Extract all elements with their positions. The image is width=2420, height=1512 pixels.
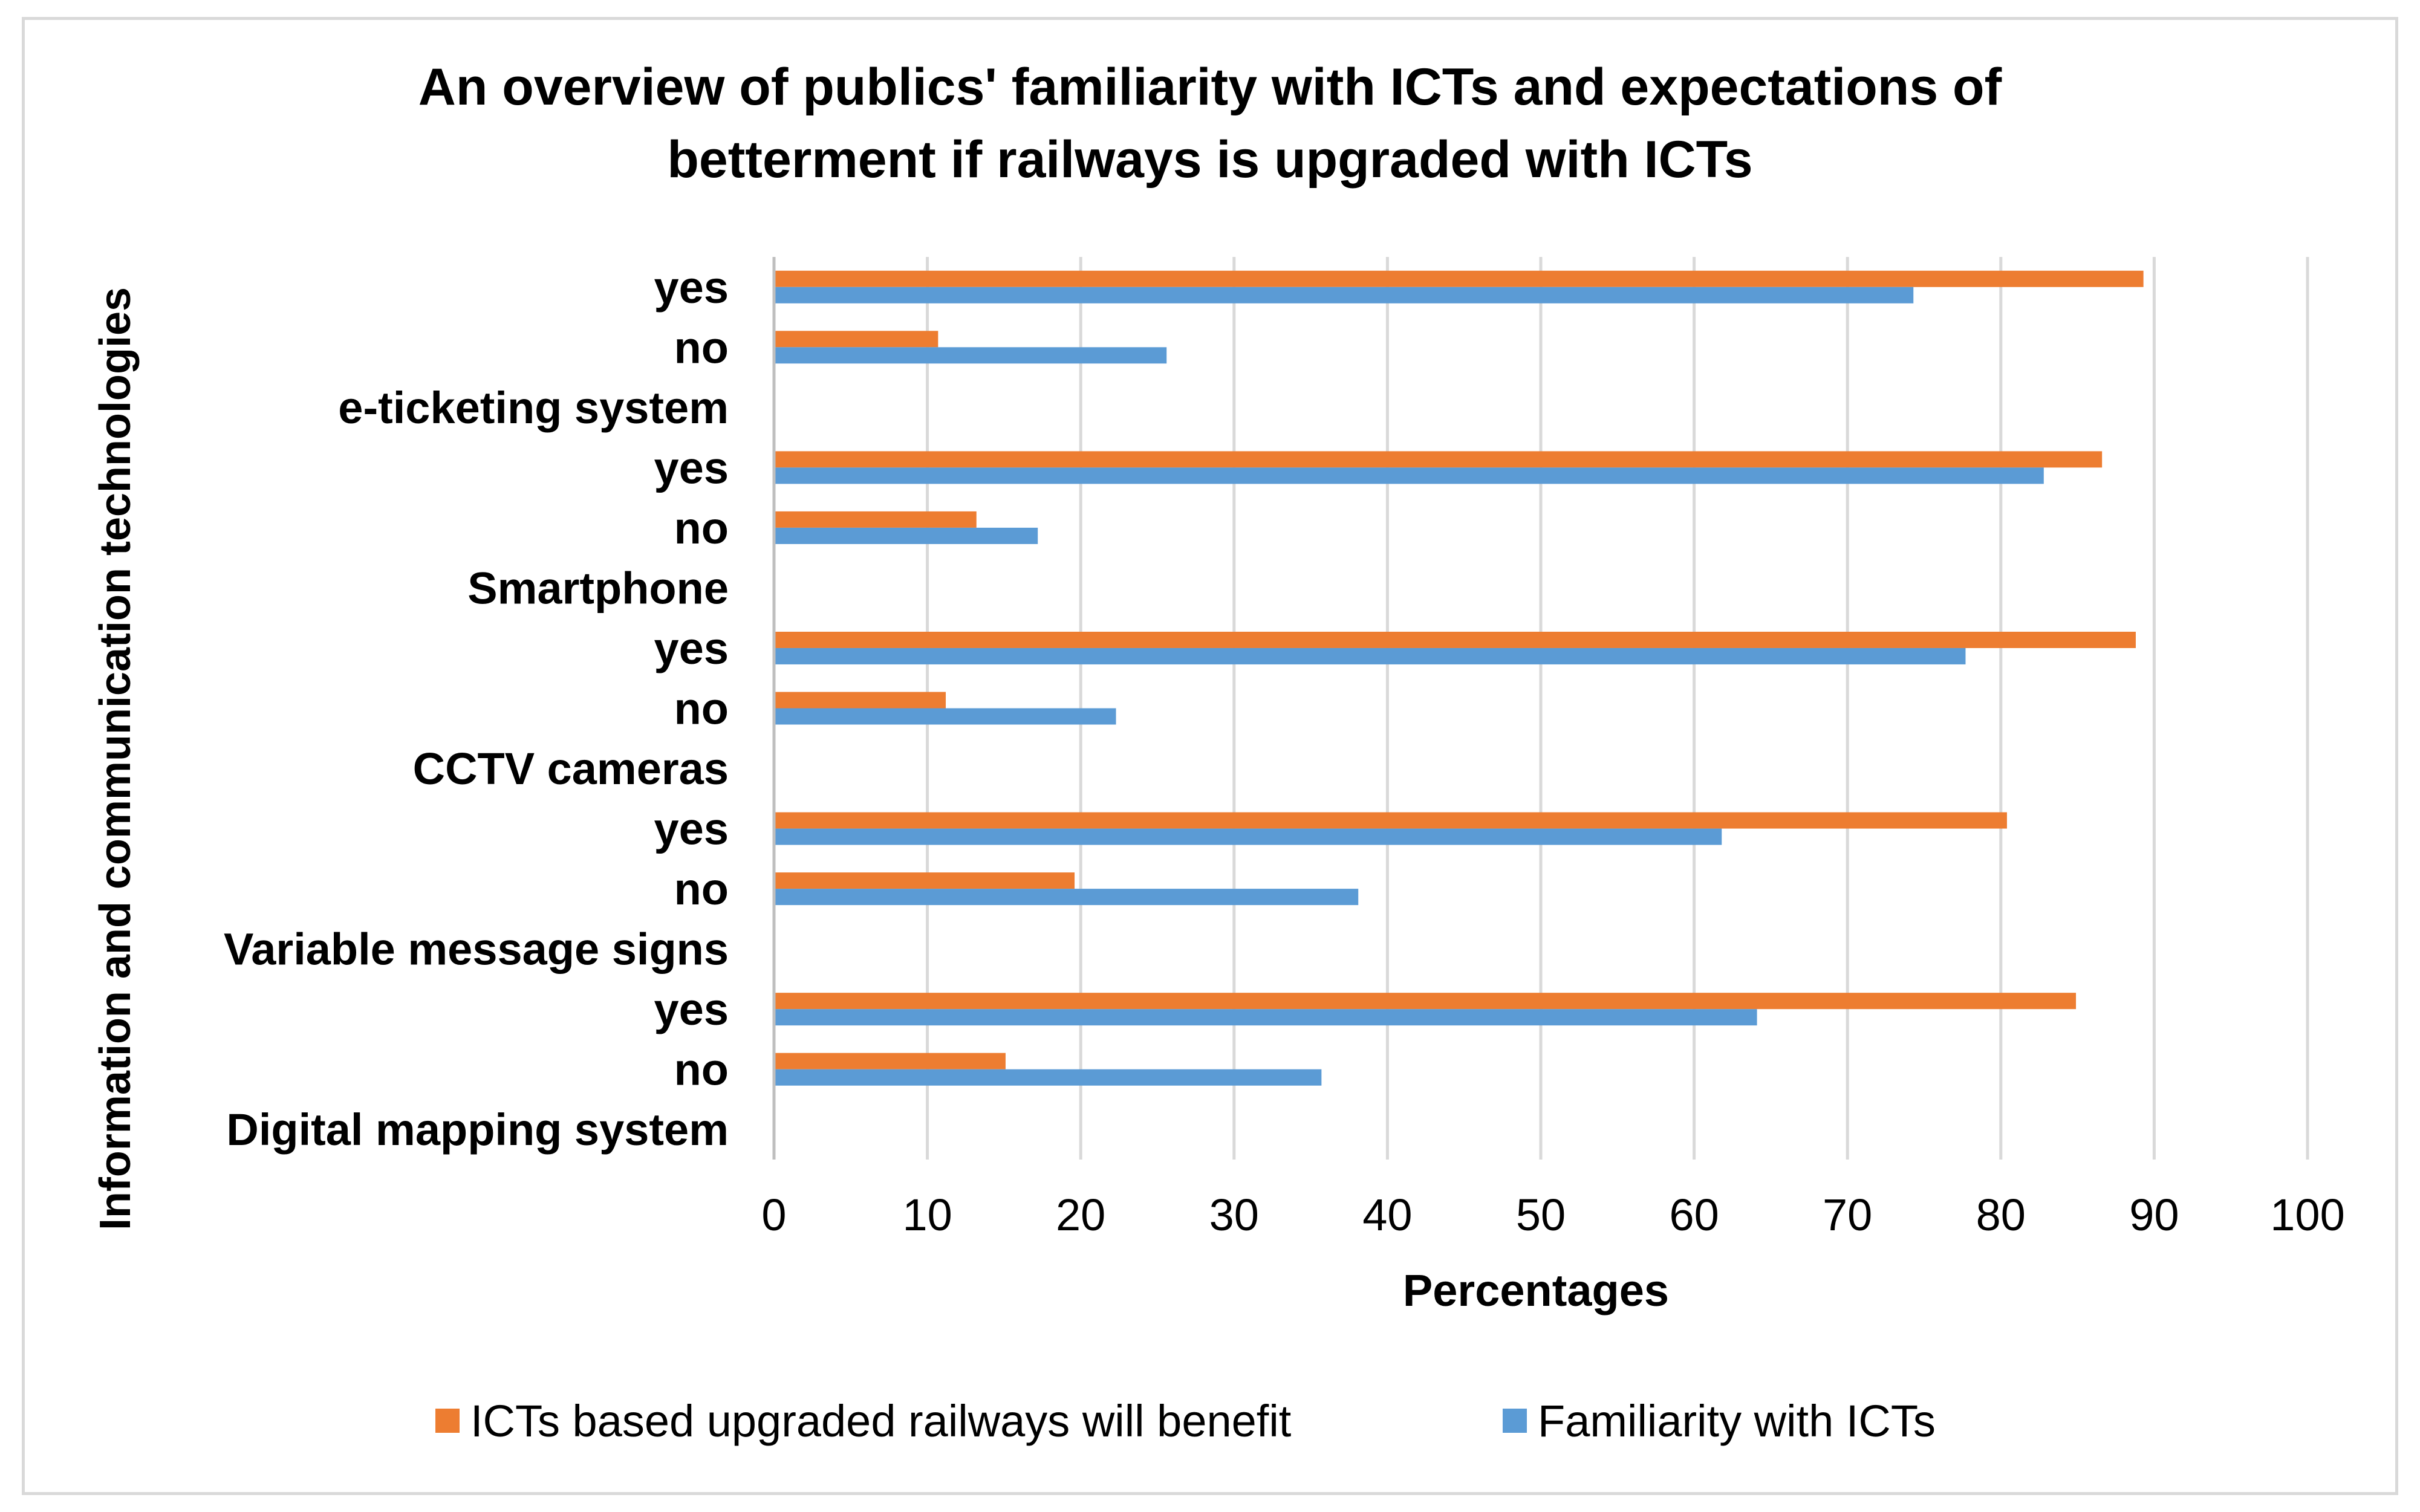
bar-familiarity-12 (774, 1009, 1757, 1026)
x-tick-label: 20 (1056, 1190, 1105, 1240)
y-category-label: no (674, 322, 729, 372)
legend-item-familiarity: Familiarity with ICTs (1503, 1390, 1936, 1451)
bar-benefit-6 (774, 631, 2136, 648)
bar-benefit-3 (774, 451, 2103, 468)
bar-benefit-0 (774, 270, 2144, 287)
x-tick-label: 60 (1669, 1190, 1719, 1240)
y-category-label: no (674, 503, 729, 553)
x-tick-label: 50 (1516, 1190, 1566, 1240)
bar-familiarity-6 (774, 647, 1966, 664)
x-tick-label: 30 (1209, 1190, 1259, 1240)
labels: Percentages Information and communicatio… (91, 262, 2345, 1316)
y-category-label: yes (654, 623, 729, 673)
x-tick-label: 0 (761, 1190, 786, 1240)
bars (774, 270, 2144, 1086)
chart-title-line-1: An overview of publics' familiarity with… (418, 58, 2002, 116)
bar-benefit-10 (774, 872, 1075, 889)
x-tick-label: 80 (1976, 1190, 2026, 1240)
x-tick-label: 10 (902, 1190, 952, 1240)
bar-familiarity-10 (774, 889, 1359, 906)
x-tick-label: 90 (2129, 1190, 2179, 1240)
y-category-label: Digital mapping system (226, 1105, 729, 1155)
bar-benefit-1 (774, 331, 938, 348)
y-category-label: yes (654, 984, 729, 1034)
bar-benefit-7 (774, 692, 946, 709)
bar-benefit-13 (774, 1053, 1006, 1069)
y-axis-title: Information and communication technologi… (91, 287, 140, 1230)
y-category-label: no (674, 684, 729, 734)
bar-benefit-4 (774, 511, 977, 528)
x-tick-label: 40 (1362, 1190, 1412, 1240)
x-axis-title: Percentages (1403, 1265, 1669, 1316)
bar-familiarity-7 (774, 708, 1116, 725)
bar-familiarity-1 (774, 347, 1167, 364)
chart-title-line-2: betterment if railways is upgraded with … (667, 131, 1753, 189)
y-category-label: yes (654, 443, 729, 493)
y-category-label: no (674, 864, 729, 914)
y-category-label: yes (654, 804, 729, 854)
bar-familiarity-9 (774, 828, 1722, 845)
y-category-label: Variable message signs (224, 924, 729, 975)
bar-familiarity-0 (774, 287, 1914, 303)
y-category-label: no (674, 1045, 729, 1095)
bar-benefit-9 (774, 812, 2007, 829)
bar-benefit-12 (774, 993, 2077, 1010)
bar-familiarity-13 (774, 1069, 1322, 1086)
legend-swatch-familiarity (1503, 1409, 1527, 1433)
legend-label-familiarity: Familiarity with ICTs (1538, 1395, 1936, 1446)
bar-familiarity-3 (774, 467, 2044, 484)
x-tick-label: 100 (2270, 1190, 2344, 1240)
legend-swatch-benefit (435, 1409, 460, 1433)
x-tick-label: 70 (1823, 1190, 1872, 1240)
y-category-label: e-ticketing system (338, 383, 729, 433)
legend-item-benefit: ICTs based upgraded railways will benefi… (435, 1390, 1291, 1451)
y-category-label: Smartphone (467, 563, 729, 613)
legend-label-benefit: ICTs based upgraded railways will benefi… (470, 1395, 1292, 1446)
bar-familiarity-4 (774, 527, 1038, 544)
y-category-label: yes (654, 262, 729, 313)
y-category-label: CCTV cameras (413, 744, 729, 794)
